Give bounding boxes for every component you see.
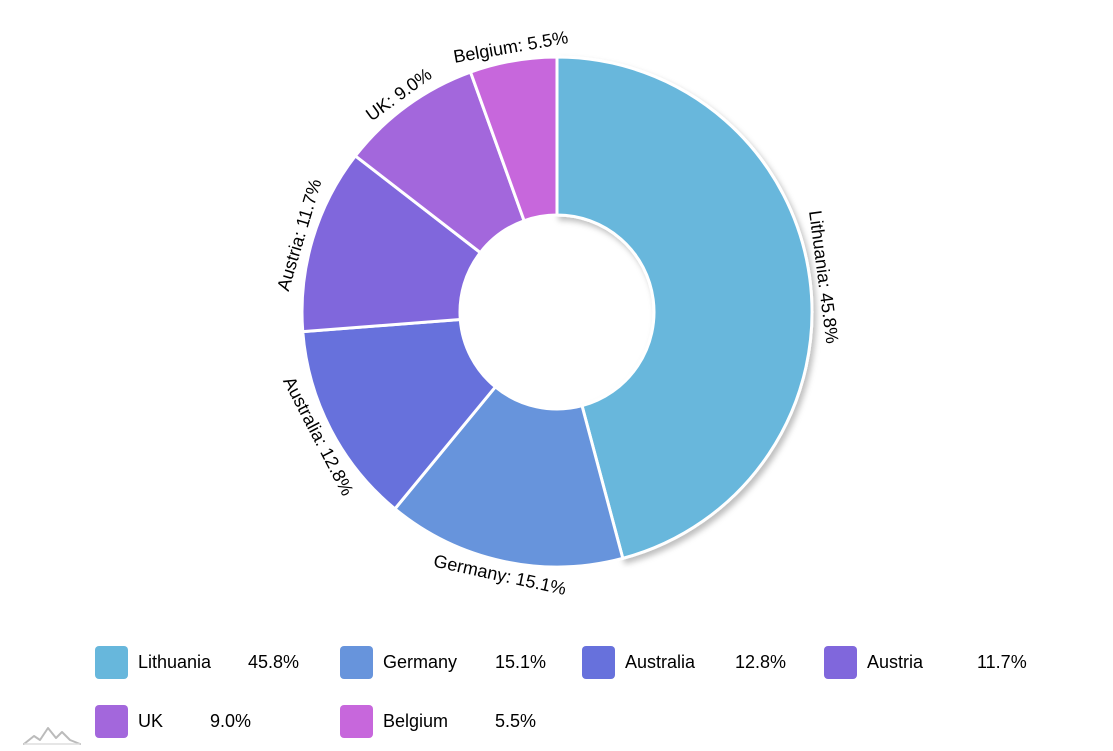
slice-belgium[interactable] [468, 55, 559, 223]
legend-item-lithuania[interactable]: Lithuania 45.8% [95, 645, 299, 679]
legend-item-belgium[interactable]: Belgium 5.5% [340, 704, 536, 738]
slice-austria[interactable] [300, 153, 483, 334]
legend-item-australia[interactable]: Australia 12.8% [582, 645, 786, 679]
legend-item-austria[interactable]: Austria 11.7% [824, 645, 1027, 679]
legend-value: 12.8% [735, 651, 787, 672]
legend-item-uk[interactable]: UK 9.0% [95, 704, 251, 738]
slice-lithuania[interactable] [555, 55, 814, 561]
legend-label: Germany [383, 651, 458, 672]
legend-value: 9.0% [210, 710, 252, 731]
legend-label: UK [138, 710, 164, 731]
legend-value: 45.8% [248, 651, 300, 672]
legend-label: Australia [625, 651, 696, 672]
legend-swatch [340, 645, 373, 679]
legend-swatch [340, 704, 373, 738]
legend-swatch [824, 645, 857, 679]
slice-germany[interactable] [392, 384, 625, 569]
legend-item-germany[interactable]: Germany 15.1% [340, 645, 546, 679]
legend-label: Lithuania [138, 651, 212, 672]
legend-swatch [95, 704, 128, 738]
slice-australia[interactable] [301, 317, 498, 511]
legend-label: Belgium [383, 710, 449, 731]
legend-value: 11.7% [977, 651, 1027, 672]
legend-label: Austria [867, 651, 924, 672]
amcharts-logo-icon [22, 718, 82, 746]
legend-swatch [95, 645, 128, 679]
legend-value: 5.5% [495, 710, 537, 731]
legend-swatch [582, 645, 615, 679]
legend-value: 15.1% [495, 651, 547, 672]
